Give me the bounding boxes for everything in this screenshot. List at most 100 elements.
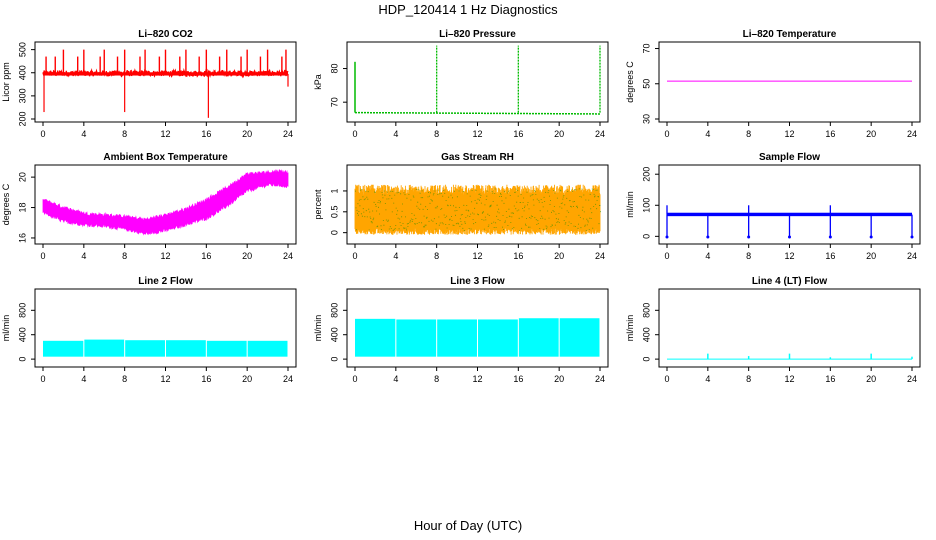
panel-li-820-pressure: Li–820 Pressure kPa 0 4 8 12 16 20 24 70 80: [313, 29, 609, 139]
y-tick-label: 300: [17, 88, 27, 103]
y-axis-label: degrees C: [625, 61, 635, 103]
flow-segment: [437, 319, 477, 357]
x-tick-label: 16: [513, 129, 523, 139]
series-line-3-flow: [355, 318, 600, 357]
x-tick-label: 12: [160, 129, 170, 139]
plot-frame: [658, 41, 921, 123]
series-li-820-pressure: [354, 45, 601, 115]
x-tick-label: 16: [513, 251, 523, 261]
y-tick-label: 16: [17, 233, 27, 243]
panel-title: Sample Flow: [759, 152, 820, 163]
x-tick-label: 0: [40, 374, 45, 384]
y-tick-label: 200: [17, 111, 27, 126]
y-tick-label: 0: [17, 357, 27, 362]
x-tick-label: 24: [907, 251, 917, 261]
x-tick-label: 8: [434, 251, 439, 261]
x-tick-label: 12: [472, 374, 482, 384]
panel-gas-stream-rh: Gas Stream RH percent 0 4 8 12 16 20 24 0 0.5 1: [313, 152, 609, 261]
panel-line-3-flow: Line 3 Flow ml/min 0 4 8 12 16 20 24 0 400 800: [313, 276, 609, 384]
x-tick-label: 8: [746, 129, 751, 139]
y-tick-label: 20: [17, 172, 27, 182]
x-tick-label: 0: [40, 129, 45, 139]
y-tick-label: 500: [17, 42, 27, 57]
x-tick-label: 8: [434, 129, 439, 139]
x-tick-label: 8: [122, 251, 127, 261]
y-tick-label: 800: [17, 303, 27, 318]
x-tick-label: 4: [81, 251, 86, 261]
panel-title: Li–820 Pressure: [439, 29, 516, 40]
flow-segment: [247, 340, 288, 357]
panel-title: Ambient Box Temperature: [103, 152, 228, 163]
x-tick-label: 16: [825, 251, 835, 261]
rh-trace: [354, 184, 601, 235]
y-axis-label: kPa: [313, 74, 323, 90]
y-axis-label: ml/min: [625, 191, 635, 218]
flow-segment: [84, 339, 125, 357]
x-tick-label: 16: [513, 374, 523, 384]
x-tick-label: 0: [664, 251, 669, 261]
x-tick-label: 4: [705, 374, 710, 384]
y-tick-label: 400: [329, 327, 339, 342]
series-li-820-co2: [42, 49, 289, 118]
y-tick-label: 70: [329, 97, 339, 107]
x-tick-label: 16: [825, 129, 835, 139]
x-tick-label: 8: [746, 251, 751, 261]
panel-title: Line 3 Flow: [450, 276, 505, 287]
panel-ambient-box-temperature: Ambient Box Temperature degrees C 0 4 8 12 16 2…: [1, 152, 297, 261]
flow-segment: [518, 318, 559, 357]
y-axis-label: degrees C: [1, 183, 11, 225]
figure-x-axis-label: Hour of Day (UTC): [413, 518, 523, 533]
x-tick-label: 20: [554, 129, 564, 139]
x-tick-label: 20: [866, 251, 876, 261]
y-axis-label: ml/min: [313, 315, 323, 342]
y-axis-label: Licor ppm: [1, 62, 11, 102]
sample-flow-dip-point: [665, 235, 669, 239]
x-tick-label: 0: [664, 374, 669, 384]
x-tick-label: 20: [554, 374, 564, 384]
x-tick-label: 4: [81, 374, 86, 384]
sample-flow-dip-point: [747, 235, 751, 239]
series-gas-stream-rh: [354, 184, 601, 235]
y-tick-label: 1: [329, 188, 339, 193]
sample-flow-band: [667, 212, 912, 217]
flow-segment: [125, 340, 165, 357]
x-tick-label: 0: [664, 129, 669, 139]
x-tick-label: 8: [434, 374, 439, 384]
y-tick-label: 70: [641, 44, 651, 54]
x-tick-label: 20: [242, 129, 252, 139]
x-tick-label: 4: [393, 374, 398, 384]
y-tick-label: 0: [329, 357, 339, 362]
y-tick-label: 80: [329, 64, 339, 74]
x-tick-label: 4: [393, 129, 398, 139]
y-tick-label: 18: [17, 203, 27, 213]
x-tick-label: 24: [595, 129, 605, 139]
sample-flow-dip-point: [788, 235, 791, 239]
x-tick-label: 0: [352, 374, 357, 384]
sample-flow-dip-point: [828, 235, 832, 239]
x-tick-label: 0: [352, 251, 357, 261]
panel-line-2-flow: Line 2 Flow ml/min 0 4 8 12 16 20 24 0 400 800: [1, 276, 297, 384]
box-temperature-band: [42, 169, 289, 236]
sample-flow-dip-point: [869, 235, 873, 239]
x-tick-label: 20: [866, 129, 876, 139]
x-tick-label: 20: [866, 374, 876, 384]
panel-title: Gas Stream RH: [441, 152, 514, 163]
y-tick-label: 200: [641, 167, 651, 182]
x-tick-label: 16: [201, 374, 211, 384]
series-line-4-lt-flow: [667, 353, 913, 360]
x-tick-label: 20: [554, 251, 564, 261]
x-tick-label: 20: [242, 374, 252, 384]
x-tick-label: 24: [595, 374, 605, 384]
x-tick-label: 0: [352, 129, 357, 139]
x-tick-label: 24: [283, 129, 293, 139]
x-tick-label: 24: [595, 251, 605, 261]
panel-title: Line 4 (LT) Flow: [752, 276, 828, 287]
flow-segment: [396, 319, 437, 357]
x-tick-label: 12: [784, 251, 794, 261]
figure-title: HDP_120414 1 Hz Diagnostics: [378, 2, 558, 17]
x-tick-label: 12: [784, 129, 794, 139]
x-tick-label: 8: [746, 374, 751, 384]
flow-segment: [166, 340, 206, 357]
panel-li-820-co2: Li–820 CO2 Licor ppm 0 4 8 12 16 20 24 200 300 400 5…: [1, 29, 297, 139]
x-tick-label: 8: [122, 374, 127, 384]
